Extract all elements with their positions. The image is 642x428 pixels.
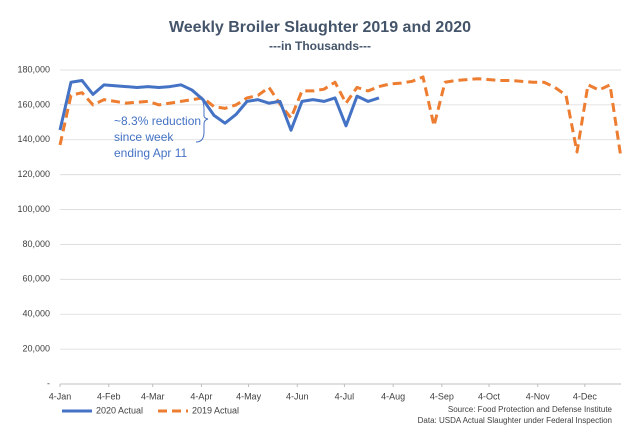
y-tick-label: 100,000 [17,204,50,214]
chart-title: Weekly Broiler Slaughter 2019 and 2020 [169,19,471,36]
x-tick-label: 4-Jan [49,391,72,401]
x-tick-label: 4-Oct [478,391,501,401]
series-line [58,78,380,132]
x-tick-label: 4-Feb [97,391,121,401]
y-tick-label: 160,000 [17,99,50,109]
y-tick-label: 40,000 [22,309,50,319]
y-tick-label: 140,000 [17,134,50,144]
legend-label: 2020 Actual [96,405,143,415]
chart-subtitle: ---in Thousands--- [269,39,371,53]
source: Data: USDA Actual Slaughter under Federa… [418,416,612,425]
x-tick-label: 4-Jul [335,391,355,401]
y-tick-label: 80,000 [22,239,50,249]
x-tick-label: 4-May [236,391,262,401]
x-tick-label: 4-Aug [381,391,405,401]
x-tick-label: 4-Jun [286,391,309,401]
annotation: ~8.3% reduction [114,114,201,128]
x-tick-label: 4-Dec [573,391,598,401]
plot-area: - 20,000 40,000 60,000 80,000 100,000 120,000 1… [17,64,623,401]
y-tick-label: 20,000 [22,343,50,353]
x-tick-label: 4-Apr [190,391,212,401]
y-tick-label: 120,000 [17,169,50,179]
legend-label: 2019 Actual [192,405,239,415]
annotation: since week [114,130,174,144]
y-tick-label: 180,000 [17,64,50,74]
y-tick-label: - [47,378,50,388]
series-line [58,75,623,159]
source: Source: Food Protection and Defense Inst… [448,405,613,414]
x-tick-label: 4-Sep [430,391,454,401]
x-tick-label: 4-Mar [141,391,165,401]
annotation-bracket [195,94,209,143]
annotation: ending Apr 11 [114,146,187,160]
x-tick-label: 4-Nov [526,391,551,401]
y-tick-label: 60,000 [22,274,50,284]
